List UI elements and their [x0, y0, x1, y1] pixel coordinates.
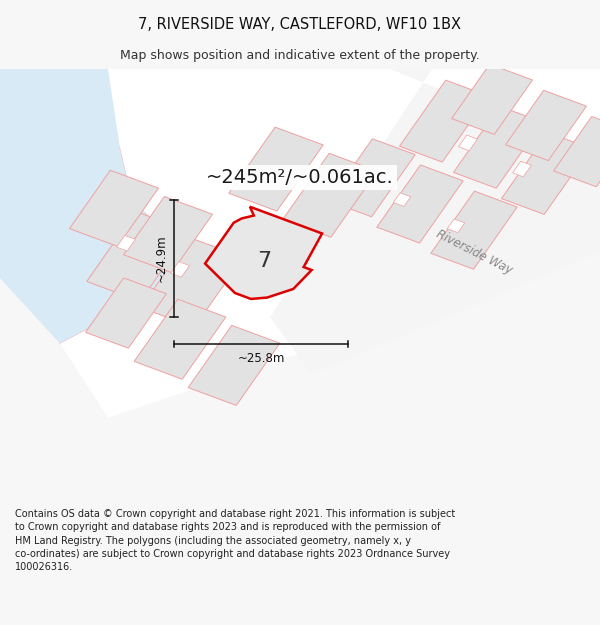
Polygon shape	[377, 165, 463, 243]
Polygon shape	[506, 91, 586, 161]
Polygon shape	[116, 236, 136, 251]
Polygon shape	[554, 116, 600, 187]
Polygon shape	[452, 64, 532, 134]
Text: Contains OS data © Crown copyright and database right 2021. This information is : Contains OS data © Crown copyright and d…	[15, 509, 455, 572]
Polygon shape	[283, 153, 377, 238]
Polygon shape	[393, 192, 411, 206]
Polygon shape	[229, 127, 323, 211]
Polygon shape	[87, 211, 189, 301]
Text: 7: 7	[257, 251, 271, 271]
Polygon shape	[458, 135, 478, 151]
Text: Map shows position and indicative extent of the property.: Map shows position and indicative extent…	[120, 49, 480, 62]
Polygon shape	[124, 196, 212, 272]
Polygon shape	[188, 326, 280, 406]
Polygon shape	[270, 69, 600, 374]
Polygon shape	[329, 139, 415, 217]
Text: ~245m²/~0.061ac.: ~245m²/~0.061ac.	[206, 168, 394, 187]
Text: 7, RIVERSIDE WAY, CASTLEFORD, WF10 1BX: 7, RIVERSIDE WAY, CASTLEFORD, WF10 1BX	[139, 17, 461, 32]
Polygon shape	[134, 299, 226, 379]
Polygon shape	[431, 191, 517, 269]
Polygon shape	[60, 69, 600, 418]
Polygon shape	[0, 69, 168, 344]
Polygon shape	[512, 161, 532, 177]
Polygon shape	[454, 106, 542, 188]
Polygon shape	[70, 170, 158, 246]
Polygon shape	[447, 219, 465, 232]
Text: Riverside Way: Riverside Way	[434, 228, 514, 277]
Polygon shape	[502, 132, 590, 214]
Polygon shape	[170, 262, 190, 278]
Text: ~24.9m: ~24.9m	[154, 235, 167, 282]
Polygon shape	[86, 278, 166, 348]
Polygon shape	[141, 238, 243, 328]
Polygon shape	[205, 207, 322, 299]
Polygon shape	[400, 80, 488, 162]
Text: ~25.8m: ~25.8m	[238, 352, 284, 366]
